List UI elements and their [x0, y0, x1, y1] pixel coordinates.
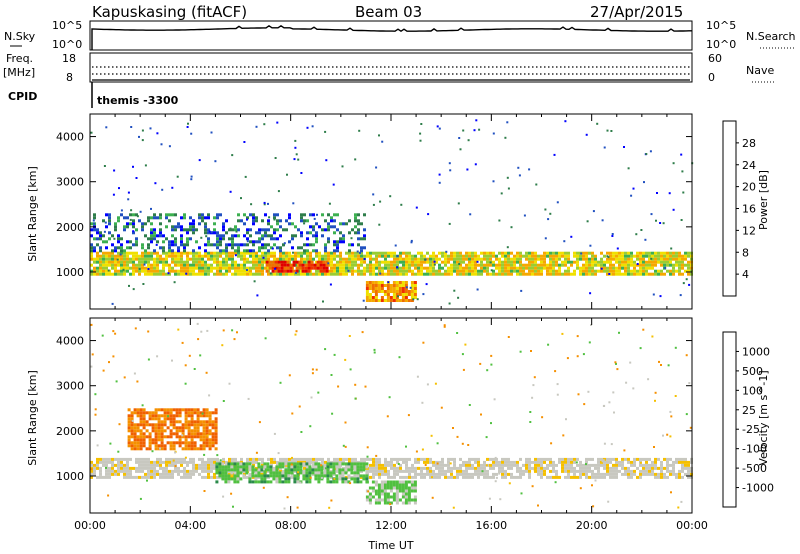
- freq-label: Freq.: [6, 52, 33, 65]
- colorbar-tick-0-1: 8: [742, 246, 749, 259]
- velocity-region-3: [365, 480, 417, 505]
- colorbar-tick-1-4: -25: [742, 423, 760, 436]
- xtick-5: 20:00: [576, 519, 608, 532]
- nsky-tick-top: 10^5: [52, 19, 82, 32]
- ytick-0-1: 2000: [56, 221, 84, 234]
- velocity-panel: 1000 2000 3000 4000 00:00 04:00 08:00 12:00 16:0…: [56, 317, 708, 532]
- velocity-region-2: [127, 408, 218, 451]
- colorbar-tick-0-0: 4: [742, 268, 749, 281]
- nsky-tick-bottom: 10^0: [52, 38, 82, 51]
- velocity-scatter: [90, 322, 692, 510]
- freq-tick-top: 18: [62, 52, 76, 65]
- power-colorbar-label: Power [dB]: [757, 170, 770, 230]
- colorbar-tick-0-6: 28: [742, 137, 756, 150]
- ytick-0-3: 4000: [56, 131, 84, 144]
- xtick-4: 16:00: [475, 519, 507, 532]
- colorbar-tick-1-7: -1000: [742, 482, 774, 495]
- x-axis-label: Time UT: [367, 539, 413, 552]
- power-region-3: [365, 281, 417, 302]
- station-title: Kapuskasing (fitACF): [92, 3, 247, 21]
- date-title: 27/Apr/2015: [590, 3, 683, 21]
- cpid-label: CPID: [8, 90, 37, 103]
- xtick-1: 04:00: [174, 519, 206, 532]
- velocity-colorbar-label: Velocity [m s^-1]: [757, 370, 770, 465]
- colorbar-tick-1-6: -500: [742, 462, 767, 475]
- ytick-1-2: 3000: [56, 380, 84, 393]
- nsky-panel: N.Sky 10^5 10^0 10^5 10^0 N.Search: [4, 19, 796, 51]
- velocity-ylabel: Slant Range [km]: [26, 370, 39, 466]
- colorbar-tick-0-3: 16: [742, 203, 756, 216]
- nsearch-label: N.Search: [746, 30, 796, 43]
- colorbar-tick-1-0: 1000: [742, 345, 770, 358]
- ytick-1-3: 4000: [56, 335, 84, 348]
- colorbar-tick-0-2: 12: [742, 224, 756, 237]
- nave-tick-top: 60: [708, 52, 722, 65]
- freq-panel: Freq. [MHz] 18 8 60 0 Nave: [3, 52, 776, 84]
- xtick-6: 00:00: [676, 519, 708, 532]
- ytick-1-1: 2000: [56, 425, 84, 438]
- velocity-colorbar: 1000 500 100 25 -25 -100 -500 -1000: [722, 331, 774, 508]
- xtick-2: 08:00: [275, 519, 307, 532]
- power-ylabel: Slant Range [km]: [26, 166, 39, 262]
- cpid-value: themis -3300: [97, 94, 179, 107]
- colorbar-tick-1-3: 25: [742, 404, 756, 417]
- ytick-0-0: 1000: [56, 266, 84, 279]
- colorbar-tick-0-5: 24: [742, 159, 756, 172]
- power-region-2: [90, 213, 366, 253]
- nsky-label: N.Sky: [4, 30, 36, 43]
- nsearch-tick-bottom: 10^0: [706, 38, 736, 51]
- xtick-3: 12:00: [375, 519, 407, 532]
- colorbar-tick-1-1: 500: [742, 365, 763, 378]
- ytick-0-2: 3000: [56, 176, 84, 189]
- power-panel: 1000 2000 3000 4000: [56, 113, 694, 310]
- nsearch-tick-top: 10^5: [706, 19, 736, 32]
- nave-tick-bottom: 0: [708, 71, 715, 84]
- colorbar-tick-1-2: 100: [742, 384, 763, 397]
- cpid-row: CPID themis -3300: [8, 82, 179, 108]
- colorbar-tick-1-5: -100: [742, 443, 767, 456]
- ytick-1-0: 1000: [56, 470, 84, 483]
- nave-label: Nave: [746, 64, 774, 77]
- freq-tick-bottom: 8: [66, 71, 73, 84]
- power-colorbar: 4 8 12 16 20 24 28: [722, 120, 756, 297]
- velocity-region-1: [215, 462, 369, 484]
- power-scatter: [90, 119, 694, 305]
- power-region-0: [90, 251, 693, 276]
- beam-title: Beam 03: [355, 3, 422, 21]
- xtick-0: 00:00: [74, 519, 106, 532]
- colorbar-tick-0-4: 20: [742, 181, 756, 194]
- power-region-1: [265, 260, 329, 273]
- freq-unit: [MHz]: [3, 66, 35, 79]
